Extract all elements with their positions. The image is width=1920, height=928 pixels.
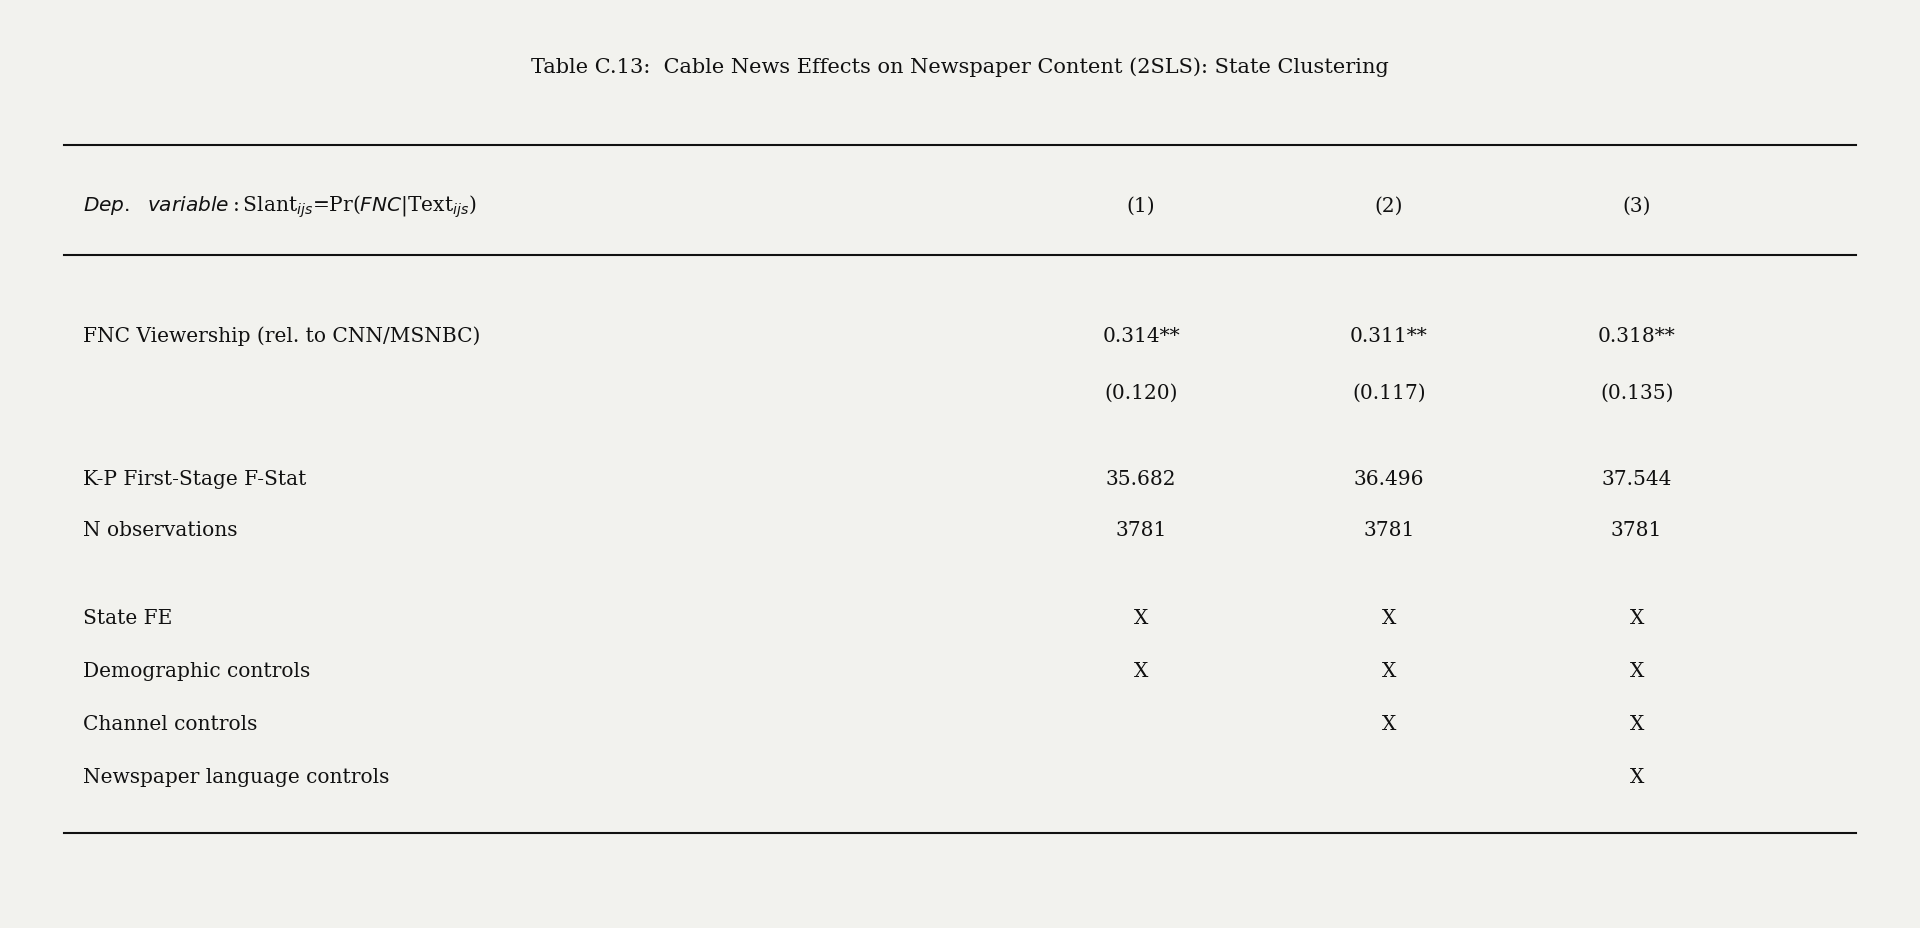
Text: X: X [1382,608,1396,627]
Text: (0.117): (0.117) [1352,383,1427,402]
Text: (1): (1) [1127,197,1156,215]
Text: Newspaper language controls: Newspaper language controls [83,767,390,786]
Text: (0.135): (0.135) [1599,383,1674,402]
Text: X: X [1382,661,1396,680]
Text: 0.314**: 0.314** [1102,327,1181,345]
Text: State FE: State FE [83,608,173,627]
Text: K-P First-Stage F-Stat: K-P First-Stage F-Stat [83,470,307,488]
Text: (2): (2) [1375,197,1404,215]
Text: N observations: N observations [83,521,238,539]
Text: FNC Viewership (rel. to CNN/MSNBC): FNC Viewership (rel. to CNN/MSNBC) [83,327,480,346]
Text: Channel controls: Channel controls [83,715,257,733]
Text: X: X [1630,767,1644,786]
Text: 0.311**: 0.311** [1350,327,1428,345]
Text: (0.120): (0.120) [1104,383,1177,402]
Text: 3781: 3781 [1611,521,1663,539]
Text: X: X [1382,715,1396,733]
Text: X: X [1630,661,1644,680]
Text: (3): (3) [1622,197,1651,215]
Text: X: X [1630,608,1644,627]
Text: X: X [1135,608,1148,627]
Text: 3781: 3781 [1116,521,1167,539]
Text: $\mathit{Dep.\ \ variable}$$\mathdefault{: }$Slant$_{\mathit{ijs}}$=Pr($\mathit{: $\mathit{Dep.\ \ variable}$$\mathdefault… [83,193,476,219]
Text: X: X [1135,661,1148,680]
Text: 0.318**: 0.318** [1597,327,1676,345]
Text: 3781: 3781 [1363,521,1415,539]
Text: Table C.13:  Cable News Effects on Newspaper Content (2SLS): State Clustering: Table C.13: Cable News Effects on Newspa… [532,58,1388,77]
Text: X: X [1630,715,1644,733]
Text: 37.544: 37.544 [1601,470,1672,488]
Text: 36.496: 36.496 [1354,470,1425,488]
Text: 35.682: 35.682 [1106,470,1177,488]
Text: Demographic controls: Demographic controls [83,661,311,680]
